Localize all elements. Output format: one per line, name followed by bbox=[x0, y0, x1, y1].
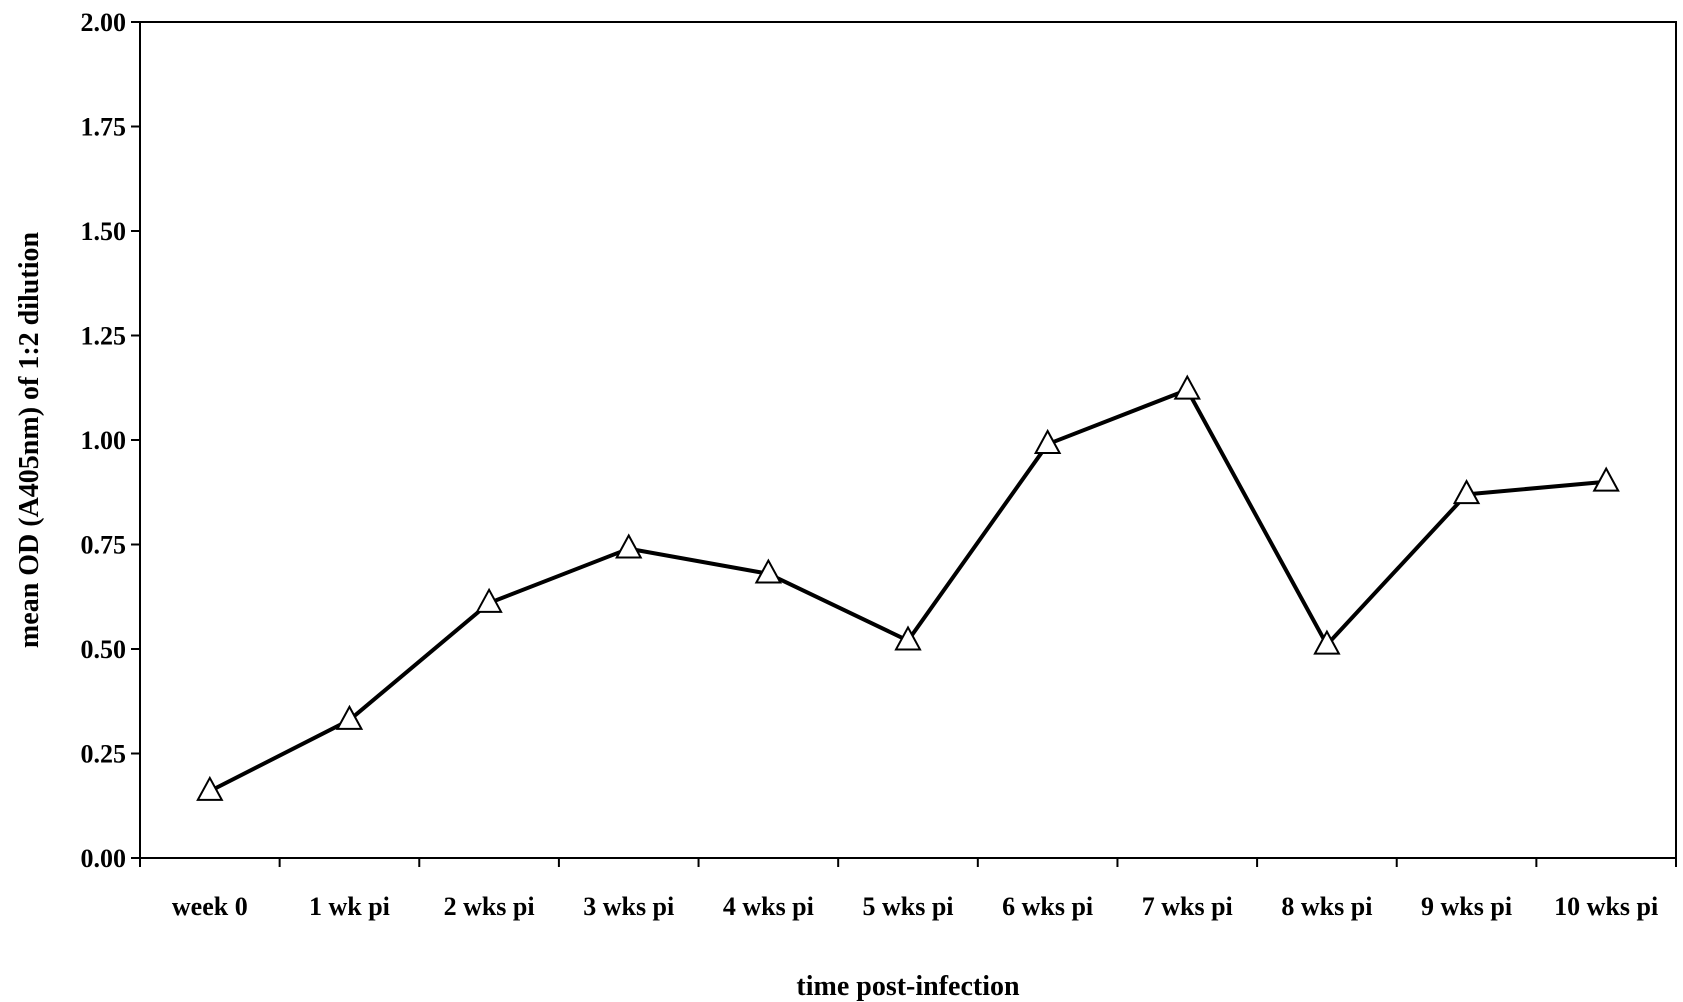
x-tick-label: 10 wks pi bbox=[1554, 892, 1658, 921]
data-point-marker bbox=[1313, 629, 1341, 655]
x-tick-label: 4 wks pi bbox=[723, 892, 814, 921]
x-tick-label: 3 wks pi bbox=[583, 892, 674, 921]
data-point-marker bbox=[754, 558, 783, 584]
x-tick-label: 6 wks pi bbox=[1002, 892, 1093, 921]
x-tick-label: 2 wks pi bbox=[444, 892, 535, 921]
data-point-marker bbox=[1173, 374, 1201, 400]
x-tick-label: 1 wk pi bbox=[309, 892, 390, 921]
y-tick-label: 0.50 bbox=[81, 635, 127, 664]
y-axis-title: mean OD (A405nm) of 1:2 dilution bbox=[14, 232, 45, 649]
y-tick-label: 0.75 bbox=[81, 531, 127, 560]
x-axis-title: time post-infection bbox=[796, 971, 1020, 1002]
data-point-marker bbox=[335, 704, 364, 730]
data-point-marker bbox=[615, 533, 643, 559]
y-tick-label: 1.75 bbox=[81, 113, 127, 142]
series-group bbox=[196, 374, 1620, 801]
y-tick-label: 1.50 bbox=[81, 217, 127, 246]
x-tick-label: 5 wks pi bbox=[862, 892, 953, 921]
x-tick-label: 8 wks pi bbox=[1281, 892, 1372, 921]
series-line bbox=[208, 387, 1607, 793]
data-point-marker bbox=[1033, 428, 1062, 454]
y-tick-label: 1.00 bbox=[81, 426, 127, 455]
x-tick-label: 7 wks pi bbox=[1142, 892, 1233, 921]
plot-frame bbox=[139, 21, 1677, 859]
x-tick-label: week 0 bbox=[172, 892, 248, 921]
y-tick-label: 0.00 bbox=[81, 844, 127, 873]
data-point-marker bbox=[894, 625, 922, 651]
y-tick-label: 0.25 bbox=[81, 740, 127, 769]
data-point-marker bbox=[1592, 466, 1620, 492]
data-point-marker bbox=[1452, 479, 1481, 505]
data-point-marker bbox=[475, 587, 503, 613]
y-tick-label: 1.25 bbox=[81, 322, 127, 351]
x-tick-label: 9 wks pi bbox=[1421, 892, 1512, 921]
y-tick-label: 2.00 bbox=[81, 8, 127, 37]
y-axis: 0.00 0.25 0.50 0.75 1.00 1.25 1.50 1.75 2.00 bbox=[81, 8, 1677, 873]
data-point-marker bbox=[196, 775, 224, 801]
x-axis: week 0 1 wk pi 2 wks pi 3 wks pi 4 wks pi 5 w… bbox=[139, 858, 1677, 921]
